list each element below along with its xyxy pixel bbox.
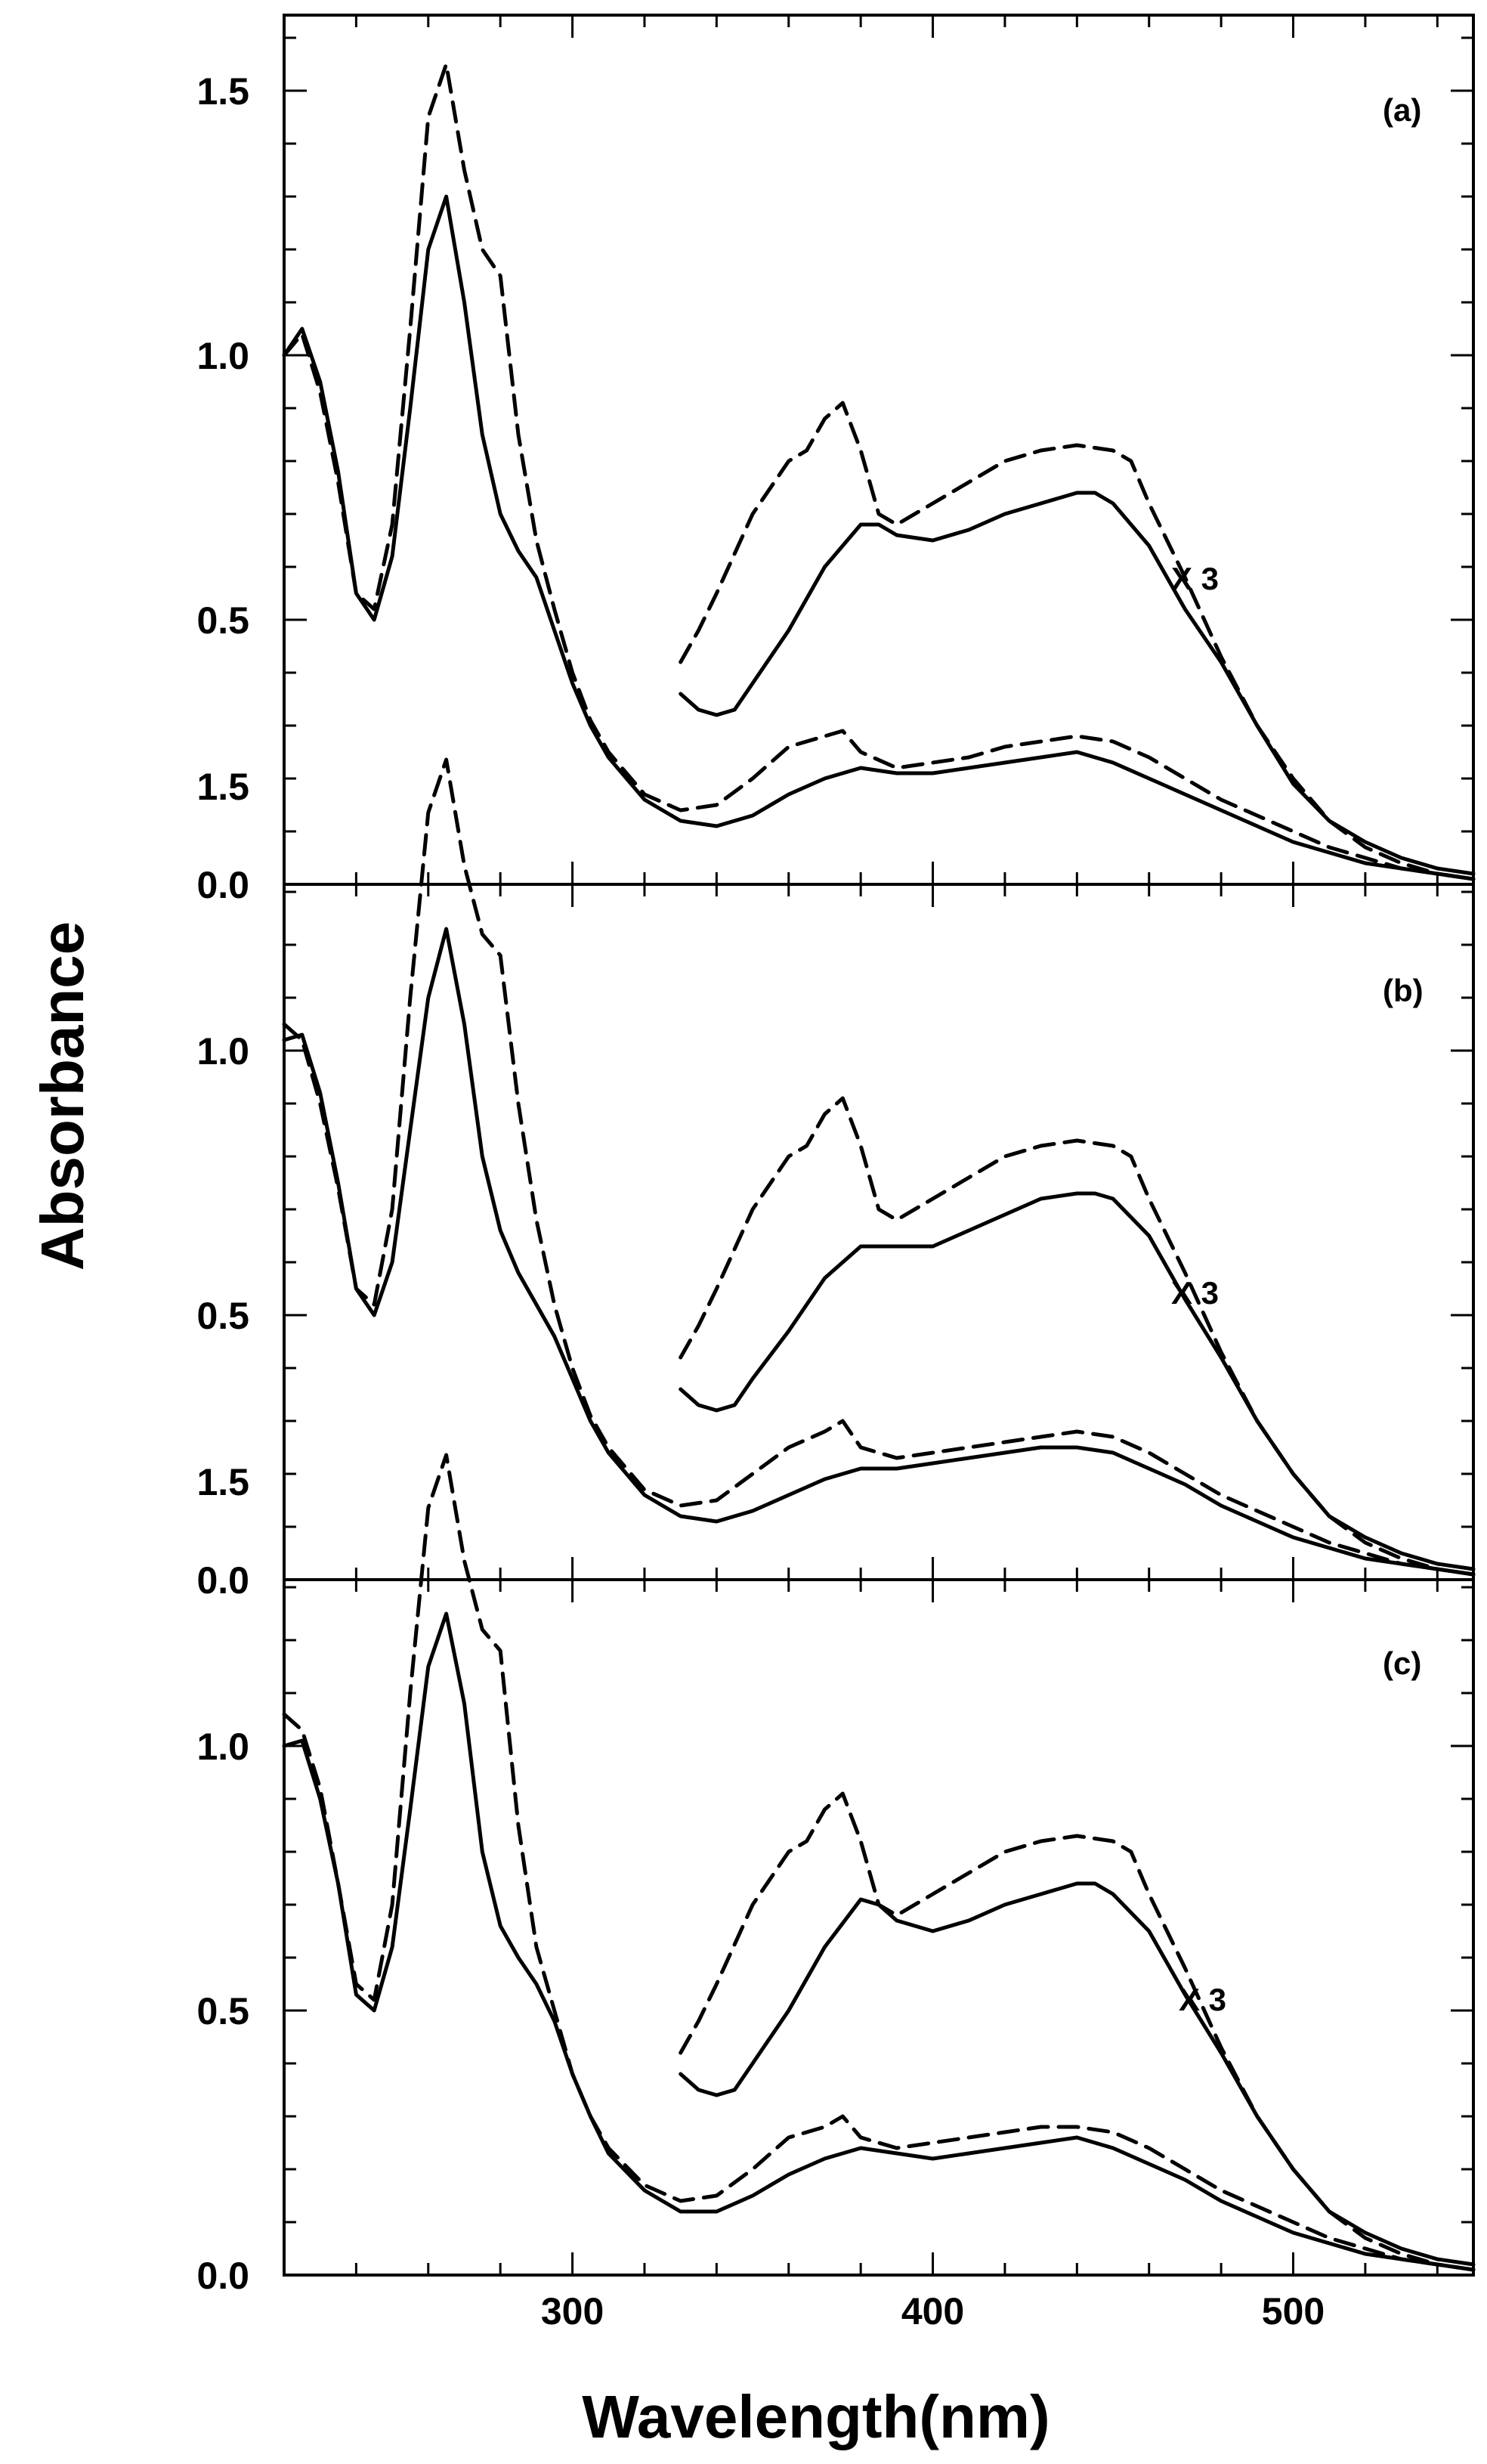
series-dashed-x3: [679, 401, 1476, 881]
x-tick-label: 400: [901, 2290, 964, 2332]
series-solid-x3: [679, 1881, 1476, 2267]
x-axis-title: Wavelength(nm): [582, 2383, 1050, 2450]
panel-label: (c): [1383, 1645, 1421, 1681]
series-solid: [282, 194, 1476, 881]
y-tick-label: 0.5: [196, 599, 249, 642]
y-tick-label: 1.5: [196, 766, 249, 808]
y-tick-label: 0.0: [196, 1559, 249, 1602]
panel-label: (a): [1383, 92, 1421, 128]
series-solid: [282, 927, 1476, 1577]
scale-annotation: X 3: [1171, 1275, 1219, 1311]
series-dashed: [282, 757, 1476, 1577]
series-dashed-x3: [679, 1096, 1476, 1577]
panel-a: 0.0 0.5 1.0 1.5 (a) X 3: [196, 14, 1476, 906]
x-tick-label: 500: [1262, 2290, 1325, 2332]
series-solid-x3: [679, 491, 1476, 876]
y-tick-label: 0.0: [196, 864, 249, 906]
y-tick-label: 0.0: [196, 2255, 249, 2297]
series-dashed-x3: [679, 1791, 1476, 2272]
y-tick-label: 0.5: [196, 1990, 249, 2032]
panel-label: (b): [1383, 973, 1424, 1008]
x-tick-label: 300: [541, 2290, 604, 2332]
y-axis-title: Absorbance: [29, 921, 96, 1271]
panels: 0.00.51.01.5 (a)X 30.00.51.01.5(b)X 30.00…: [196, 14, 1476, 2332]
y-tick-label: 0.5: [196, 1295, 249, 1337]
panel-c: 0.0 0.5 1.0 1.5 (c) X 3: [196, 1453, 1476, 2297]
series-dashed: [282, 1453, 1476, 2272]
y-tick-label: 1.5: [196, 1461, 249, 1503]
plot-frame: [283, 1578, 1475, 2277]
y-tick-label: 1.0: [196, 1726, 249, 1768]
series-solid-x3: [679, 1191, 1476, 1571]
panel-b: 0.0 0.5 1.0 1.5 (b) X 3: [196, 757, 1476, 1602]
scale-annotation: X 3: [1171, 561, 1219, 596]
y-tick-label: 1.0: [196, 335, 249, 377]
scale-annotation: X 3: [1179, 1982, 1226, 2017]
series-dashed: [282, 62, 1476, 881]
y-tick-label: 1.5: [196, 70, 249, 113]
y-tick-label: 1.0: [196, 1030, 249, 1073]
series-solid: [282, 1611, 1476, 2272]
plot-frame: [283, 14, 1475, 886]
